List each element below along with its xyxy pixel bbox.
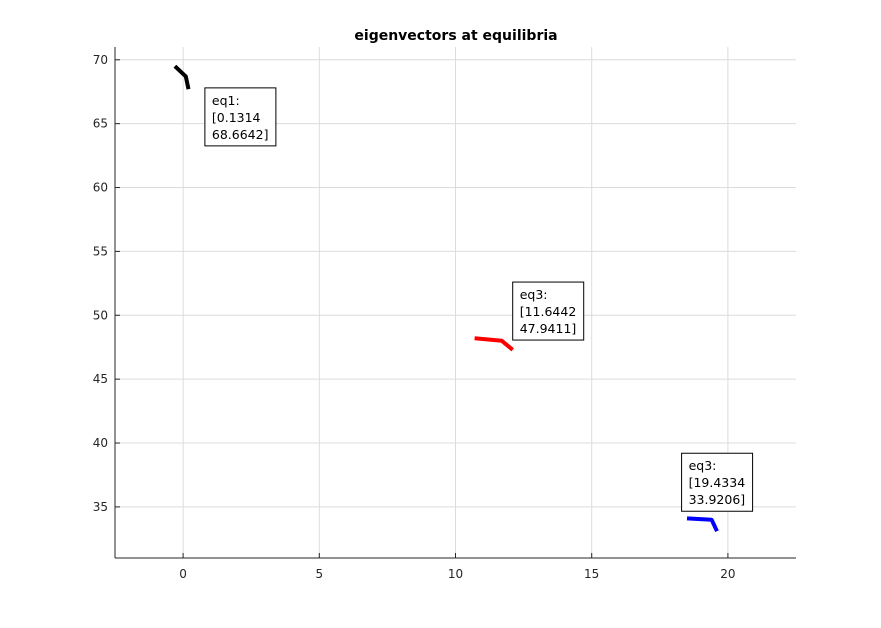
annotation-box <box>512 281 585 341</box>
annotation-line: eq3: <box>520 287 548 302</box>
x-tick-label: 0 <box>179 567 187 581</box>
annotation-line: 47.9411] <box>520 321 577 336</box>
annotation-line: [11.6442 <box>520 304 577 319</box>
series-group <box>173 64 719 533</box>
annotation-line: [19.4334 <box>689 475 746 490</box>
x-tick-label: 5 <box>315 567 323 581</box>
series-line-3 <box>686 516 719 533</box>
annotation-line: eq3: <box>689 458 717 473</box>
chart-title: eigenvectors at equilibria <box>354 28 557 44</box>
y-tick-label: 65 <box>93 117 108 131</box>
y-tick-label: 35 <box>93 500 108 514</box>
y-tick-label: 55 <box>93 244 108 258</box>
annotation-line: [0.1314 <box>212 110 261 125</box>
x-tick-label: 20 <box>720 567 735 581</box>
annotation-line: 33.9206] <box>689 492 746 507</box>
x-tick-label: 15 <box>584 567 599 581</box>
y-tick-label: 45 <box>93 372 108 386</box>
series-line-2 <box>474 336 514 352</box>
y-tick-label: 60 <box>93 181 108 195</box>
annotation-1: eq1: [0.1314 68.6642] <box>204 87 277 147</box>
series-line-1 <box>173 64 191 90</box>
y-tick-label: 70 <box>93 53 108 67</box>
y-tick-label: 50 <box>93 308 108 322</box>
y-tick-label: 40 <box>93 436 108 450</box>
annotation-line: 68.6642] <box>212 127 269 142</box>
annotations: eq1:[0.131468.6642]eq3:[11.644247.9411]e… <box>204 87 754 512</box>
annotation-3: eq3: [19.4334 33.9206] <box>681 452 754 512</box>
ticks: 0 5 10 15 20 35 40 45 50 55 60 65 70 <box>93 53 736 581</box>
annotation-box <box>204 87 277 147</box>
annotation-box <box>681 452 754 512</box>
x-tick-label: 10 <box>448 567 463 581</box>
annotation-line: eq1: <box>212 93 240 108</box>
annotation-2: eq3: [11.6442 47.9411] <box>512 281 585 341</box>
